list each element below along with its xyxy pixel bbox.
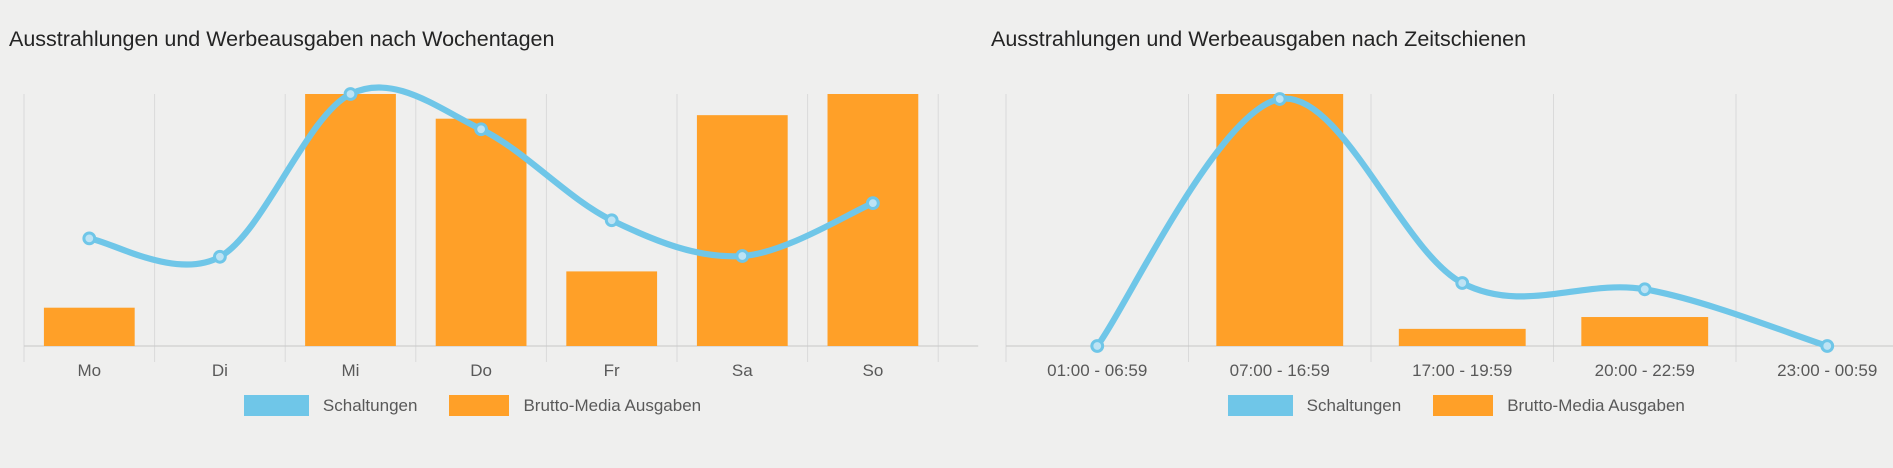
svg-text:Do: Do: [470, 361, 492, 380]
svg-text:Fr: Fr: [604, 361, 620, 380]
svg-text:17:00 - 19:59: 17:00 - 19:59: [1412, 361, 1512, 380]
svg-text:Di: Di: [212, 361, 228, 380]
svg-text:07:00 - 16:59: 07:00 - 16:59: [1230, 361, 1330, 380]
svg-text:Mo: Mo: [77, 361, 101, 380]
svg-text:01:00 - 06:59: 01:00 - 06:59: [1047, 361, 1147, 380]
svg-text:So: So: [863, 361, 884, 380]
svg-text:Sa: Sa: [732, 361, 753, 380]
svg-text:Mi: Mi: [342, 361, 360, 380]
svg-text:20:00 - 22:59: 20:00 - 22:59: [1595, 361, 1695, 380]
svg-text:23:00 - 00:59: 23:00 - 00:59: [1777, 361, 1877, 380]
